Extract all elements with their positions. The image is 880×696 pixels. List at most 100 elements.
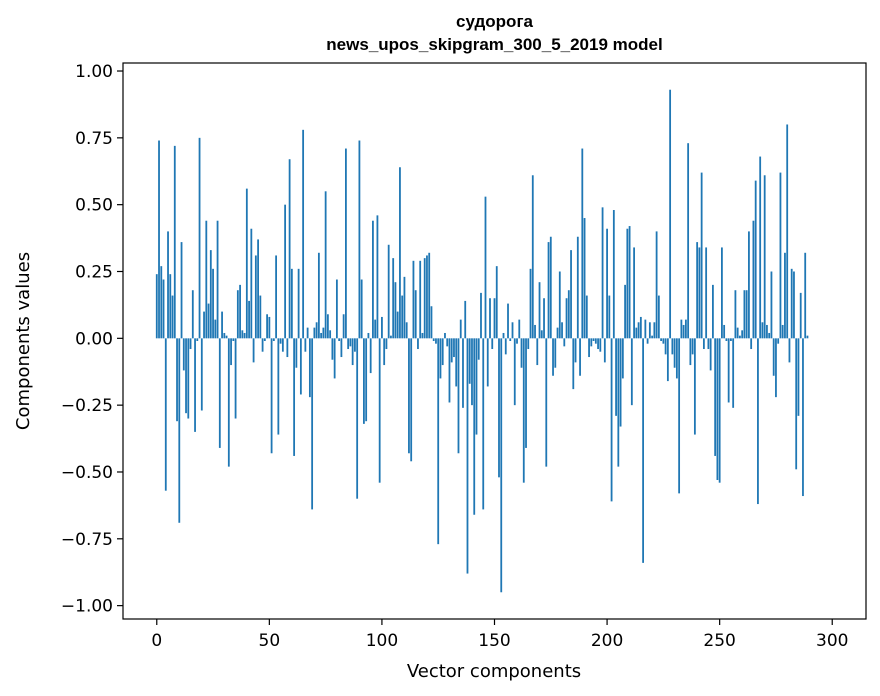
bar-249: [716, 338, 719, 480]
bar-48: [263, 338, 266, 341]
bar-102: [385, 338, 388, 350]
bar-193: [590, 338, 593, 347]
bar-217: [644, 319, 647, 339]
bar-18: [196, 338, 199, 341]
y-tick-label: −0.75: [61, 530, 113, 550]
bar-270: [763, 175, 766, 339]
bar-240: [696, 242, 699, 339]
bar-181: [563, 338, 566, 347]
bar-142: [475, 338, 478, 435]
bar-37: [239, 284, 241, 339]
bar-214: [637, 322, 640, 339]
bar-183: [567, 290, 570, 339]
bar-86: [349, 338, 352, 347]
bar-41: [248, 300, 250, 339]
bar-90: [358, 140, 361, 339]
bar-22: [205, 220, 208, 339]
bar-185: [572, 338, 575, 390]
bar-136: [462, 338, 464, 408]
bar-273: [770, 271, 773, 339]
bar-289: [806, 335, 809, 339]
bar-231: [675, 338, 678, 379]
bar-245: [707, 338, 710, 350]
bar-251: [721, 247, 723, 339]
bar-209: [626, 228, 629, 339]
bar-145: [482, 338, 485, 510]
y-axis-ticks: −1.00 −0.75 −0.50 −0.25 0.00 0.25 0.50 0.75 1.00: [61, 62, 123, 617]
bar-12: [182, 338, 185, 371]
bar-171: [540, 330, 543, 339]
bar-20: [200, 338, 203, 411]
bar-190: [583, 218, 586, 339]
bar-36: [236, 290, 239, 339]
bar-200: [606, 228, 608, 339]
x-tick-label: 300: [816, 631, 848, 651]
bar-206: [619, 338, 622, 427]
bar-117: [419, 260, 422, 339]
bar-65: [302, 129, 305, 339]
bar-243: [702, 338, 705, 350]
bar-83: [342, 314, 345, 339]
bar-224: [660, 338, 663, 341]
bar-107: [396, 311, 399, 339]
bar-13: [185, 338, 187, 414]
bar-236: [687, 143, 690, 339]
bar-175: [549, 236, 552, 339]
bar-9: [176, 338, 178, 422]
bar-287: [802, 338, 804, 497]
bar-11: [180, 242, 183, 339]
bar-112: [408, 338, 410, 454]
bar-265: [752, 220, 755, 339]
bar-61: [293, 338, 296, 456]
bar-26: [214, 319, 217, 339]
bar-211: [630, 338, 633, 406]
bar-205: [617, 338, 620, 467]
bar-54: [277, 338, 280, 435]
bar-149: [491, 338, 494, 350]
bar-39: [243, 332, 246, 339]
bar-234: [682, 324, 685, 339]
bar-135: [459, 319, 462, 339]
bar-233: [680, 319, 683, 339]
bar-182: [565, 298, 568, 339]
bar-118: [421, 332, 424, 339]
bar-122: [430, 306, 433, 339]
bar-283: [793, 271, 795, 339]
bar-68: [308, 338, 311, 398]
bar-47: [261, 338, 264, 352]
bar-59: [288, 159, 291, 339]
bar-133: [455, 338, 458, 387]
bar-45: [257, 239, 259, 339]
bar-141: [473, 338, 476, 515]
bar-126: [439, 338, 442, 379]
bar-192: [588, 338, 590, 358]
y-tick-label: −0.25: [61, 396, 113, 416]
bar-85: [347, 338, 350, 350]
bar-220: [651, 335, 654, 339]
bar-138: [466, 338, 469, 574]
bar-131: [450, 338, 453, 363]
bar-7: [171, 295, 174, 339]
bar-154: [502, 332, 505, 339]
bar-46: [259, 295, 262, 339]
bar-275: [775, 338, 777, 398]
bar-257: [734, 290, 737, 339]
bar-19: [198, 137, 201, 339]
bar-157: [509, 338, 512, 341]
bar-42: [250, 228, 253, 339]
bar-156: [507, 303, 509, 339]
bar-191: [585, 295, 588, 339]
bar-276: [777, 338, 780, 344]
bar-189: [581, 148, 584, 339]
bar-219: [648, 322, 651, 339]
bar-241: [698, 247, 701, 339]
bar-57: [284, 204, 287, 339]
bar-269: [761, 322, 764, 339]
bar-246: [709, 338, 712, 371]
x-tick-label: 150: [478, 631, 510, 651]
bar-81: [338, 338, 341, 341]
bar-242: [700, 172, 703, 339]
bar-253: [725, 338, 728, 341]
bar-124: [435, 338, 437, 344]
bar-279: [784, 252, 786, 339]
